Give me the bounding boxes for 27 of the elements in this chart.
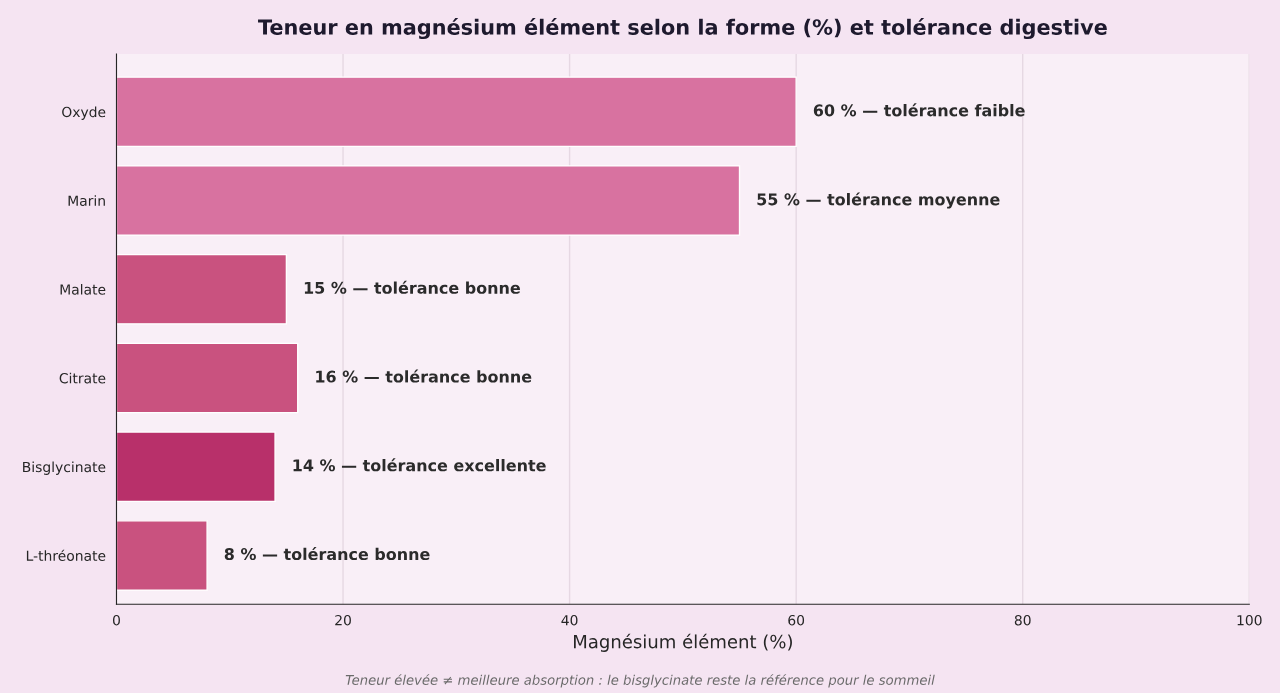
x-tick-label: 60 (788, 614, 805, 626)
y-tick-label: Malate (60, 283, 106, 295)
bar (116, 76, 797, 148)
data-label: 60 % — tolérance faible (813, 103, 1025, 117)
bar (116, 253, 288, 325)
bar (116, 431, 276, 503)
text: Teneur élevée ≠ meilleure absorption : le bisglycinate reste la référence pour le sommeil (345, 674, 935, 688)
bar (116, 342, 299, 414)
y-tick-label: Citrate (59, 372, 106, 384)
data-label: 14 % — tolérance excellente (293, 458, 546, 472)
x-tick-label: 80 (1014, 614, 1031, 626)
x-tick-label: 100 (1237, 614, 1262, 626)
y-tick-label: Marin (68, 195, 105, 206)
y-tick-label: L-thréonate (26, 549, 106, 561)
x-axis-title: Magnésium élément (%) (574, 633, 792, 652)
data-label: 55 % — tolérance moyenne (757, 192, 1000, 209)
y-tick-label: Oxyde (62, 106, 106, 120)
data-label: 16 % — tolérance bonne (316, 369, 532, 383)
chart-title: Teneur en magnésium élément selon la forme (%) et tolérance digestive (258, 17, 1107, 40)
y-tick-label: Bisglycinate (23, 461, 106, 475)
bar (116, 165, 741, 236)
x-tick-label: 40 (561, 614, 578, 626)
x-tick-label: 20 (335, 614, 351, 626)
data-label: 15 % — tolérance bonne (304, 280, 520, 294)
bar (116, 520, 208, 591)
data-label: 8 % — tolérance bonne (224, 547, 430, 561)
x-tick-label: 0 (112, 614, 120, 626)
